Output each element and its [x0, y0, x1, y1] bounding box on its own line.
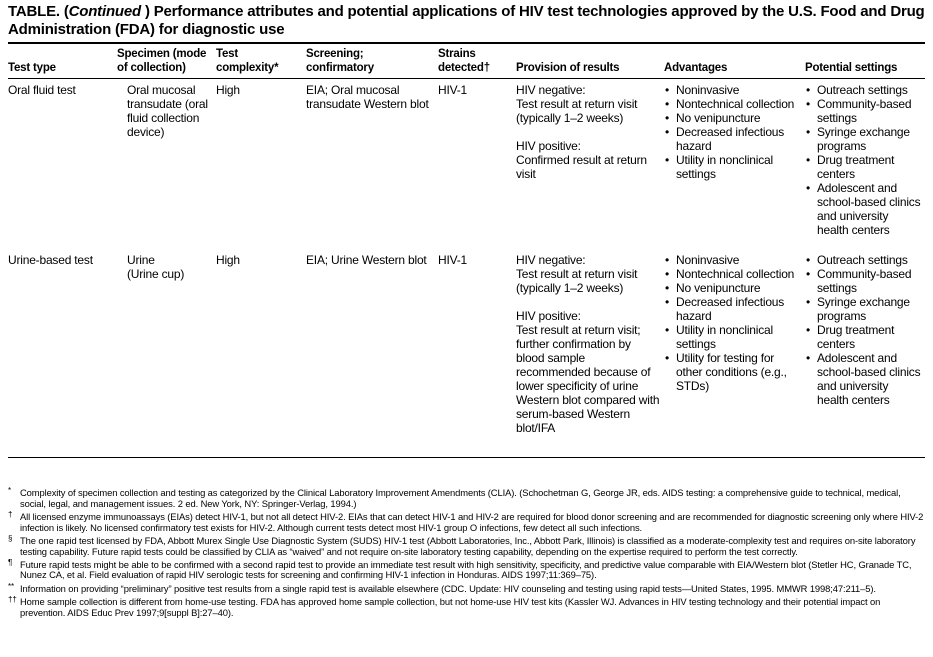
settings-item: Community-based settings — [806, 267, 921, 295]
specimen-line: Oral mucosal transudate (oral fluid coll… — [127, 83, 208, 139]
test-type: Urine-based test — [8, 249, 117, 458]
advantages-item: Utility in nonclinical settings — [665, 153, 801, 181]
provision-paragraph: HIV negative: Test result at return visit… — [516, 83, 660, 125]
provision-line: Test result at return visit (typically 1… — [516, 97, 638, 125]
advantages-item: Noninvasive — [665, 253, 801, 267]
table-row: Urine-based test Urine (Urine cup) High EIA;… — [8, 249, 925, 458]
footnote-text: The one rapid test licensed by FDA, Abbo… — [20, 534, 916, 557]
advantages-item: Nontechnical collection — [665, 97, 801, 111]
settings-item: Syringe exchange programs — [806, 295, 921, 323]
advantages-item: Decreased infectious hazard — [665, 125, 801, 153]
settings-item: Outreach settings — [806, 253, 921, 267]
complexity: High — [216, 249, 306, 458]
column-header: Screening; confirmatory — [306, 47, 438, 79]
footnote-text: Information on providing “preliminary” p… — [20, 582, 876, 594]
advantages: NoninvasiveNontechnical collectionNo ven… — [664, 249, 805, 458]
rule — [8, 42, 925, 44]
settings-item: Adolescent and school-based clinics and … — [806, 351, 921, 407]
provision-line: HIV positive: — [516, 139, 581, 153]
screening: EIA; Oral mucosal transudate Western blo… — [306, 83, 429, 111]
advantages-item: Utility for testing for other conditions… — [665, 351, 801, 393]
footnote-mark: § — [8, 533, 13, 543]
settings-list: Outreach settingsCommunity-based setting… — [805, 83, 921, 237]
title-start: TABLE. ( — [8, 3, 69, 20]
title-italic: Continued — [68, 3, 142, 20]
provision-line: Test result at return visit (typically 1… — [516, 267, 638, 295]
screening: EIA; Urine Western blot — [306, 249, 438, 458]
advantages-item: Decreased infectious hazard — [665, 295, 801, 323]
provision: HIV negative: Test result at return visit… — [516, 79, 664, 250]
table: Test type Specimen (mode of collection) Te… — [8, 47, 925, 458]
specimen-line: (Urine cup) — [127, 267, 185, 281]
provision-line: HIV positive: — [516, 309, 581, 323]
footnote-text: All licensed enzyme immunoassays (EIAs) … — [20, 510, 924, 533]
advantages-item: Utility in nonclinical settings — [665, 323, 801, 351]
footnote-text: Complexity of specimen collection and te… — [20, 487, 901, 509]
provision: HIV negative: Test result at return visit… — [516, 249, 664, 458]
footnote: †† Home sample collection is different fr… — [8, 594, 925, 618]
settings-item: Drug treatment centers — [806, 323, 921, 351]
footnote-mark: ¶ — [8, 557, 13, 567]
column-header: Test type — [8, 47, 117, 79]
settings: Outreach settingsCommunity-based setting… — [805, 249, 925, 458]
column-header: Specimen (mode of collection) — [117, 47, 216, 79]
title-end: ) Performance attributes and potential a… — [8, 3, 925, 38]
advantages-item: No venipuncture — [665, 281, 801, 295]
settings-item: Adolescent and school-based clinics and … — [806, 181, 921, 237]
advantages-list: NoninvasiveNontechnical collectionNo ven… — [664, 253, 801, 393]
column-header: Test complexity* — [216, 47, 306, 79]
footnote-mark: † — [8, 509, 13, 519]
footnote-mark: ** — [8, 581, 15, 591]
footnote: † All licensed enzyme immunoassays (EIAs)… — [8, 509, 925, 533]
provision-line: HIV negative: — [516, 83, 586, 97]
complexity: High — [216, 83, 240, 97]
title: TABLE. (Continued ) Performance attribut… — [8, 3, 925, 39]
footnote: ¶ Future rapid tests might be able to be … — [8, 557, 925, 581]
advantages-item: No venipuncture — [665, 111, 801, 125]
footnote-text: Home sample collection is different from… — [20, 595, 881, 618]
footnote-mark: †† — [8, 594, 17, 604]
footnote: * Complexity of specimen collection and t… — [8, 486, 925, 509]
provision-line: Confirmed result at return visit — [516, 153, 647, 181]
strains: HIV-1 — [438, 83, 468, 97]
column-header: Strains detected† — [438, 47, 516, 79]
advantages-item: Noninvasive — [665, 83, 801, 97]
settings-item: Community-based settings — [806, 97, 921, 125]
footnote: § The one rapid test licensed by FDA, Abb… — [8, 533, 925, 557]
specimen: Oral mucosal transudate (oral fluid coll… — [117, 79, 216, 250]
provision-paragraph: HIV positive: Confirmed result at return … — [516, 139, 660, 181]
footnote-mark: * — [8, 486, 12, 495]
advantages-item: Nontechnical collection — [665, 267, 801, 281]
column-header: Potential settings — [805, 47, 925, 79]
settings-list: Outreach settingsCommunity-based setting… — [805, 253, 921, 407]
settings-item: Syringe exchange programs — [806, 125, 921, 153]
column-header: Advantages — [664, 47, 805, 79]
test-type: Oral fluid test — [8, 83, 76, 97]
specimen: Urine (Urine cup) — [117, 249, 216, 458]
table-body: Oral fluid test Oral mucosal transudate (… — [8, 79, 925, 458]
provision-line: Test result at return visit; further con… — [516, 323, 660, 435]
specimen-line: Urine — [127, 253, 155, 267]
advantages-list: NoninvasiveNontechnical collectionNo ven… — [664, 83, 801, 181]
column-header: Provision of results — [516, 47, 664, 79]
settings-item: Drug treatment centers — [806, 153, 921, 181]
footnote-text: Future rapid tests might be able to be c… — [20, 558, 912, 581]
table-row: Oral fluid test Oral mucosal transudate (… — [8, 79, 925, 250]
settings-item: Outreach settings — [806, 83, 921, 97]
strains: HIV-1 — [438, 249, 516, 458]
settings: Outreach settingsCommunity-based setting… — [805, 79, 925, 250]
provision-paragraph: HIV positive: Test result at return visit… — [516, 309, 660, 435]
footnotes: * Complexity of specimen collection and t… — [8, 486, 925, 621]
advantages: NoninvasiveNontechnical collectionNo ven… — [664, 79, 805, 250]
provision-paragraph: HIV negative: Test result at return visit… — [516, 253, 660, 295]
header-row: Test type Specimen (mode of collection) Te… — [8, 47, 925, 79]
footnote: ** Information on providing “preliminary”… — [8, 581, 925, 595]
provision-line: HIV negative: — [516, 253, 586, 267]
